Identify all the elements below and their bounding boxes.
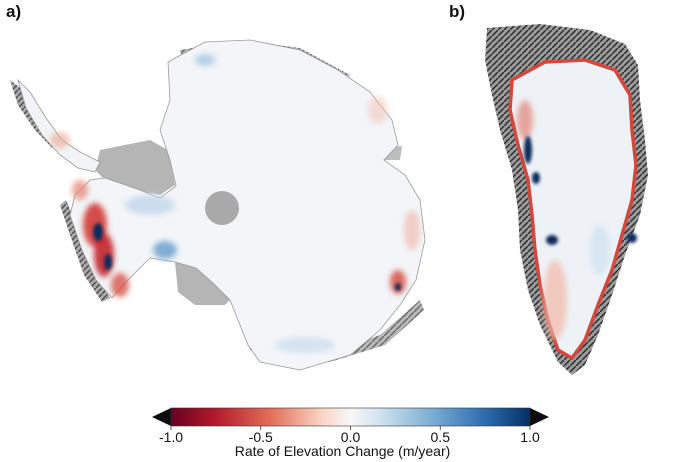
colorbar <box>152 407 549 430</box>
antarctica-map <box>10 39 426 371</box>
loss-hotspot-b <box>104 254 112 270</box>
greenland-hotspot-a <box>524 136 532 164</box>
loss-hotspot-c <box>395 283 401 291</box>
greenland-ice-sheet <box>508 58 638 361</box>
panel-label-a: a) <box>6 2 22 21</box>
greenland-change-overlay <box>517 100 610 340</box>
colorbar-tick-label: 0.0 <box>340 429 361 445</box>
antarctic-peninsula <box>17 78 101 173</box>
greenland-map <box>485 24 648 375</box>
greenland-hotspot-c <box>627 233 637 243</box>
colorbar-tick-label: -1.0 <box>158 429 184 445</box>
panel-label-b: b) <box>449 2 466 21</box>
colorbar-tick-label: 0.5 <box>430 429 450 445</box>
antarctic-ice-sheet <box>69 39 426 371</box>
colorbar-label: Rate of Elevation Change (m/year) <box>234 443 451 459</box>
loss-hotspot-a <box>93 223 103 241</box>
colorbar-tick-label: -0.5 <box>248 429 273 445</box>
colorbar-tick-label: 1.0 <box>520 429 540 445</box>
greenland-hotspot-d <box>532 172 540 184</box>
colorbar-extend-min <box>152 408 171 426</box>
greenland-hotspot-b <box>546 235 558 245</box>
coast-rock-c <box>250 300 424 362</box>
colorbar-gradient <box>170 407 531 427</box>
colorbar-extend-max <box>530 408 549 426</box>
pole-hole <box>205 191 239 225</box>
